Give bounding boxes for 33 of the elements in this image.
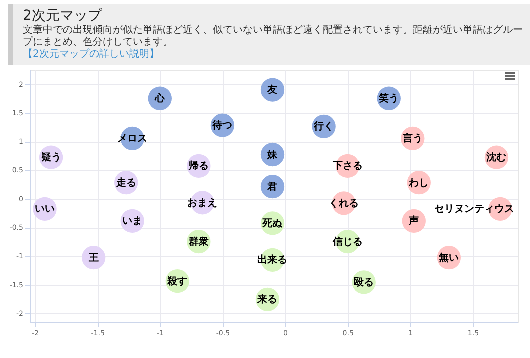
annotation: 声 (408, 215, 420, 228)
annotation: 妹 (266, 148, 279, 161)
chart-subtitle: 文章中での出現傾向が似た単語ほど近く、似ていない単語ほど遠く配置されています。距離が近い単語はグループにまとめ、色分けしています。 (23, 25, 523, 48)
annotation: 信じる (332, 236, 363, 248)
annotation: 待つ (212, 120, 233, 132)
chart-title: 2次元マップ (23, 7, 104, 24)
annotation: 来る (256, 294, 278, 306)
annotation: 出来る (258, 254, 288, 266)
annotation: 沈む (486, 152, 507, 164)
annotation: 君 (266, 180, 278, 193)
annotation: メロス (118, 134, 148, 145)
annotation: おまえ (188, 198, 218, 209)
annotation: 殺す (166, 275, 188, 288)
annotation: いま (122, 216, 143, 228)
annotation: いい (35, 204, 56, 216)
annotation: 死ぬ (262, 218, 284, 230)
annotation: 殴る (354, 276, 374, 288)
annotation: 王 (88, 252, 99, 264)
annotation: 疑う (40, 152, 62, 164)
annotation: 行く (313, 120, 334, 133)
annotation: 下さる (332, 161, 363, 172)
annotation: セリヌンティウス (434, 204, 514, 216)
annotation: 群衆 (188, 236, 209, 248)
text: 【2次元マップの詳しい説明】 (23, 49, 160, 61)
annotation: くれる (329, 198, 360, 210)
annotation: 無い (438, 252, 460, 264)
annotation: 言う (402, 132, 423, 145)
annotation: 帰る (188, 160, 209, 172)
annotation: 笑う (378, 92, 400, 105)
annotation: 友 (266, 84, 278, 96)
annotation: 心 (154, 92, 166, 105)
annotation: 走る (115, 176, 136, 189)
annotation: わし (408, 178, 430, 189)
